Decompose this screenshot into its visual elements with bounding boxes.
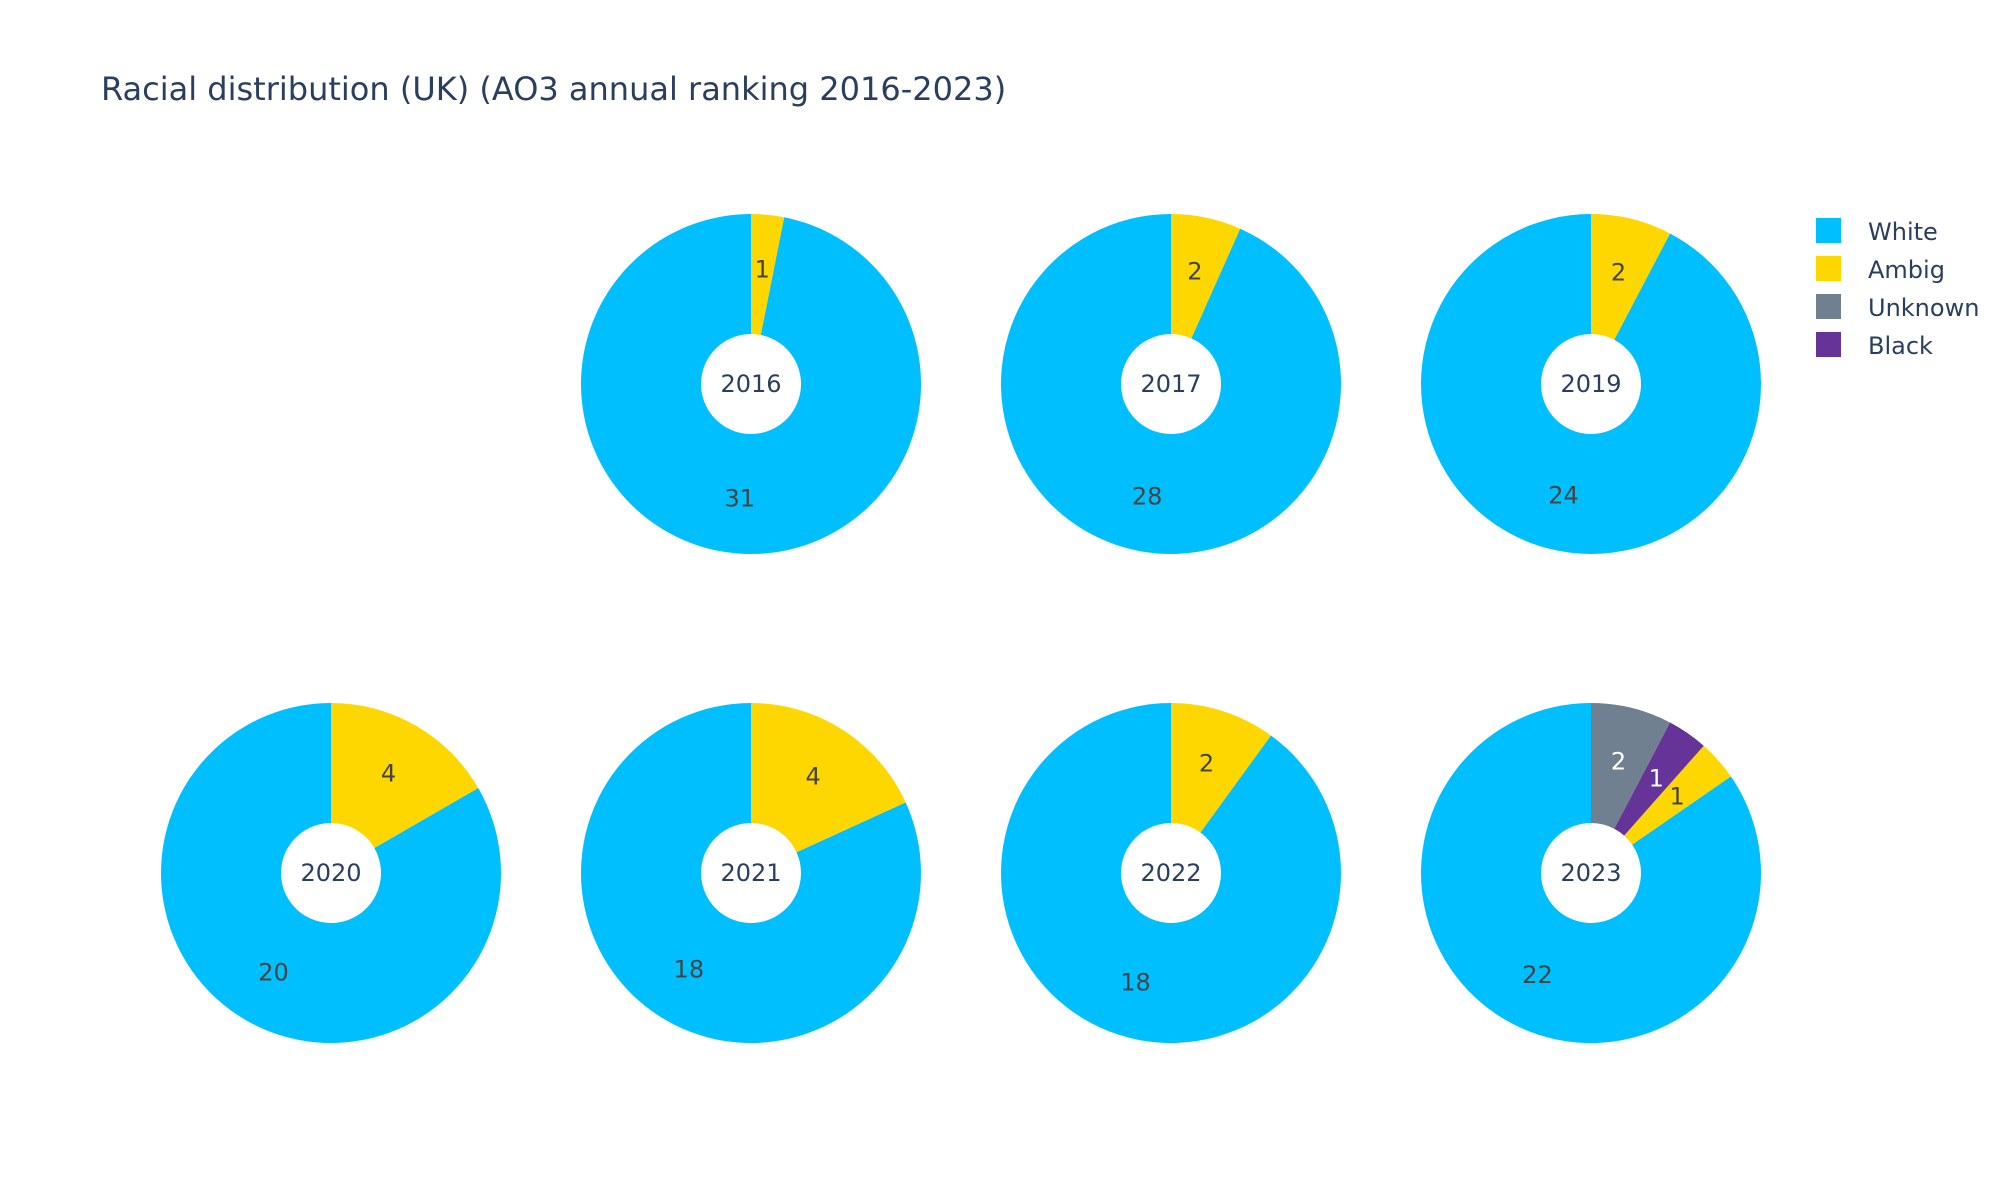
slice-value-label: 1	[755, 256, 770, 284]
slice-2020-ambig[interactable]	[331, 703, 479, 848]
legend-swatch	[1816, 294, 1841, 319]
legend-swatch	[1816, 332, 1841, 357]
pie-2022: 18 2 2022	[1000, 703, 1341, 1043]
slice-2022-ambig[interactable]	[1171, 703, 1271, 833]
slice-2021-white[interactable]	[580, 703, 921, 1043]
slice-value-label: 18	[674, 956, 705, 984]
legend-item-ambig[interactable]: Ambig	[1816, 256, 1945, 284]
slice-value-label: 31	[724, 484, 755, 512]
legend-label: White	[1868, 218, 1938, 246]
legend-item-white[interactable]: White	[1816, 218, 1938, 246]
slice-value-label: 4	[806, 762, 821, 790]
slice-2019-ambig[interactable]	[1591, 214, 1671, 340]
slice-2020-white[interactable]	[160, 703, 502, 1043]
pie-center-label: 2022	[1140, 859, 1201, 887]
pie-2017: 28 2 2017	[1001, 214, 1342, 554]
slice-value-label: 20	[258, 959, 289, 987]
slice-value-label: 28	[1132, 482, 1163, 510]
legend-label: Ambig	[1868, 256, 1945, 284]
slice-value-label: 22	[1522, 961, 1553, 989]
slice-2022-white[interactable]	[1000, 703, 1341, 1043]
legend-label: Unknown	[1868, 294, 1979, 322]
slice-value-label: 18	[1120, 968, 1151, 996]
pie-center-label: 2021	[720, 859, 781, 887]
legend-swatch	[1816, 218, 1841, 243]
slice-2023-ambig[interactable]	[1624, 745, 1731, 845]
pies-group: 31 1 2016 28 2 2017 24 2 2019 20 4 2020 18 4 2021 18 2 20…	[160, 214, 1761, 1044]
pie-2021: 18 4 2021	[580, 703, 921, 1043]
slice-value-label: 4	[381, 759, 396, 787]
legend-item-unknown[interactable]: Unknown	[1816, 294, 1979, 322]
slice-value-label: 24	[1548, 482, 1579, 510]
slice-2023-unknown[interactable]	[1591, 703, 1671, 829]
slice-2016-ambig[interactable]	[751, 214, 785, 335]
slice-2021-ambig[interactable]	[751, 703, 906, 853]
slice-value-label: 2	[1611, 258, 1626, 286]
pie-center-label: 2019	[1560, 370, 1621, 398]
slice-value-label: 2	[1187, 258, 1202, 286]
pie-center-label: 2016	[720, 370, 781, 398]
legend[interactable]: White Ambig Unknown Black	[1816, 218, 1979, 360]
slice-2019-white[interactable]	[1420, 214, 1761, 554]
pie-2016: 31 1 2016	[580, 214, 921, 555]
slice-value-label: 1	[1649, 764, 1664, 792]
slice-value-label: 2	[1199, 750, 1214, 778]
pie-2019: 24 2 2019	[1420, 214, 1761, 554]
chart-title: Racial distribution (UK) (AO3 annual ran…	[101, 70, 1006, 108]
slice-2023-white[interactable]	[1420, 703, 1761, 1044]
legend-label: Black	[1868, 332, 1933, 360]
pie-center-label: 2020	[300, 859, 361, 887]
legend-item-black[interactable]: Black	[1816, 332, 1933, 360]
slice-2017-white[interactable]	[1001, 214, 1342, 554]
legend-swatch	[1816, 256, 1841, 281]
pie-center-label: 2017	[1140, 370, 1201, 398]
slice-value-label: 1	[1669, 783, 1684, 811]
slice-2023-black[interactable]	[1614, 722, 1704, 836]
slice-2016-white[interactable]	[580, 214, 921, 555]
slice-value-label: 2	[1611, 747, 1626, 775]
pie-center-label: 2023	[1560, 859, 1621, 887]
pie-2020: 20 4 2020	[160, 703, 502, 1043]
slice-2017-ambig[interactable]	[1171, 214, 1241, 339]
